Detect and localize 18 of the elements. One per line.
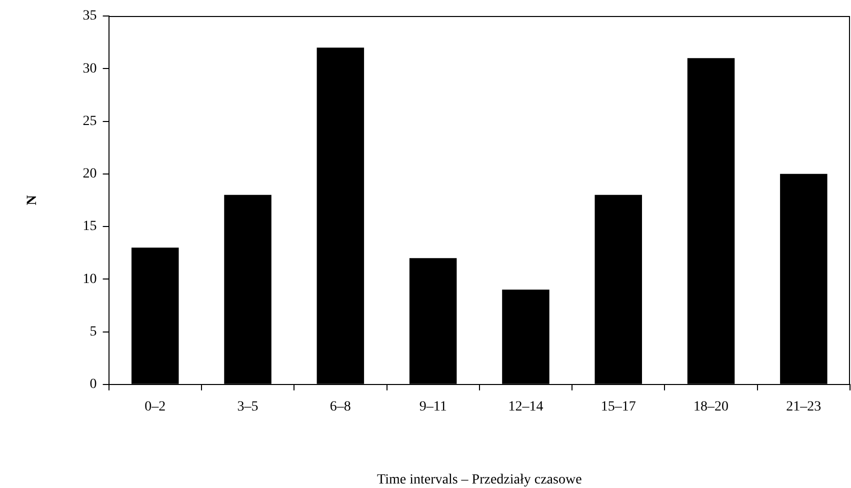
y-tick-label: 20 xyxy=(82,166,97,182)
x-axis-title: Time intervals – Przedziały czasowe xyxy=(377,472,582,488)
x-tick-label: 15–17 xyxy=(600,399,636,414)
y-tick-label: 5 xyxy=(90,324,97,340)
y-tick-label: 25 xyxy=(82,114,97,129)
y-tick-label: 15 xyxy=(82,219,97,234)
x-tick-label: 18–20 xyxy=(694,399,729,414)
x-tick-label: 9–11 xyxy=(419,399,447,414)
x-tick-label: 21–23 xyxy=(786,399,822,414)
x-tick-label: 6–8 xyxy=(330,399,351,414)
x-tick-label: 3–5 xyxy=(237,399,258,414)
y-tick-label: 35 xyxy=(82,8,97,24)
y-tick-label: 30 xyxy=(82,61,97,76)
y-tick-label: 10 xyxy=(82,272,97,287)
x-tick-label: 12–14 xyxy=(508,399,544,414)
y-tick-label: 0 xyxy=(90,377,97,392)
x-tick-label: 0–2 xyxy=(144,399,166,414)
y-axis-title: N xyxy=(25,195,40,206)
